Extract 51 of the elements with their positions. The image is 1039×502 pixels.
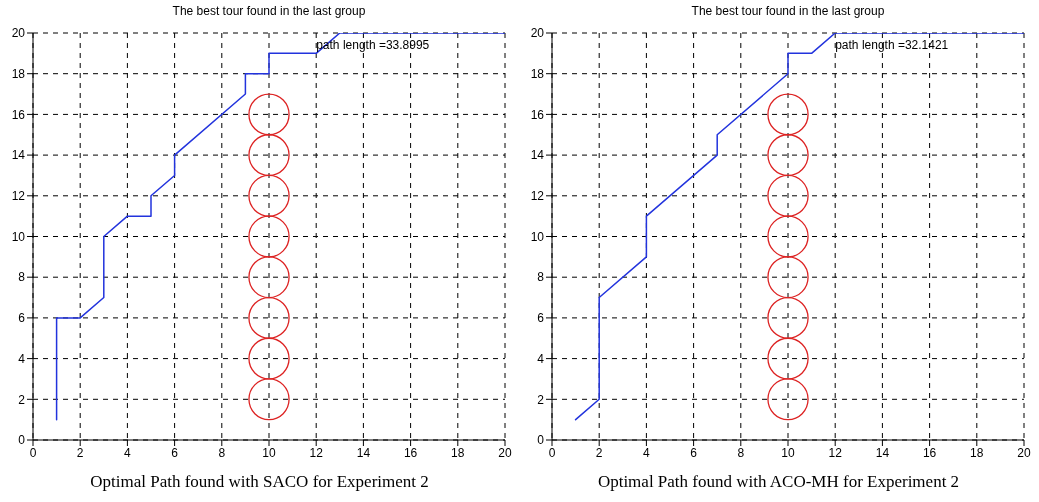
x-tick-label: 2	[76, 445, 84, 460]
x-tick-label: 12	[828, 445, 843, 460]
y-tick-label: 2	[18, 392, 26, 407]
x-tick-label: 10	[781, 445, 795, 460]
x-tick-label: 8	[737, 445, 745, 460]
line-series	[574, 33, 1024, 421]
y-tick-label: 20	[530, 26, 545, 41]
x-tick-label: 8	[218, 445, 226, 460]
x-tick-label: 16	[403, 445, 418, 460]
y-tick-label: 4	[18, 351, 26, 366]
chart-title: The best tour found in the last group	[690, 4, 886, 18]
y-tick-label: 2	[537, 392, 545, 407]
x-tick-label: 6	[171, 445, 179, 460]
y-tick-label: 8	[537, 270, 545, 285]
y-tick-label: 14	[11, 148, 26, 163]
x-tick-label: 2	[595, 445, 603, 460]
x-tick-label: 16	[922, 445, 937, 460]
x-tick-label: 4	[643, 445, 651, 460]
x-tick-label: 4	[124, 445, 132, 460]
y-tick-label: 16	[530, 107, 545, 122]
y-tick-label: 16	[11, 107, 26, 122]
y-tick-label: 10	[530, 229, 545, 244]
y-tick-label: 0	[18, 433, 26, 448]
x-tick-label: 14	[875, 445, 890, 460]
x-tick-label: 0	[29, 445, 37, 460]
text: Optimal Path found with SACO for Experiment 2	[89, 472, 430, 492]
y-tick-label: 6	[537, 311, 545, 326]
x-tick-label: 14	[356, 445, 371, 460]
annotation: path length =32.1421	[835, 38, 949, 52]
y-tick-label: 4	[537, 351, 545, 366]
y-tick-label: 18	[11, 66, 26, 81]
text: Optimal Path found with ACO-MH for Experiment 2	[596, 472, 961, 492]
y-tick-label: 12	[11, 189, 26, 204]
x-tick-label: 0	[548, 445, 556, 460]
chart-title: The best tour found in the last group	[171, 4, 367, 18]
y-tick-label: 8	[18, 270, 26, 285]
y-tick-label: 6	[18, 311, 26, 326]
y-tick-label: 0	[537, 433, 545, 448]
y-tick-label: 18	[530, 66, 545, 81]
x-tick-label: 12	[309, 445, 324, 460]
x-tick-label: 6	[690, 445, 698, 460]
x-tick-label: 20	[1017, 445, 1031, 460]
line-series	[55, 33, 505, 421]
y-tick-label: 12	[530, 189, 545, 204]
y-tick-label: 20	[11, 26, 26, 41]
x-tick-label: 18	[451, 445, 465, 460]
x-tick-label: 18	[970, 445, 984, 460]
y-tick-label: 10	[11, 229, 26, 244]
x-tick-label: 10	[262, 445, 276, 460]
x-tick-label: 20	[498, 445, 512, 460]
y-tick-label: 14	[530, 148, 545, 163]
